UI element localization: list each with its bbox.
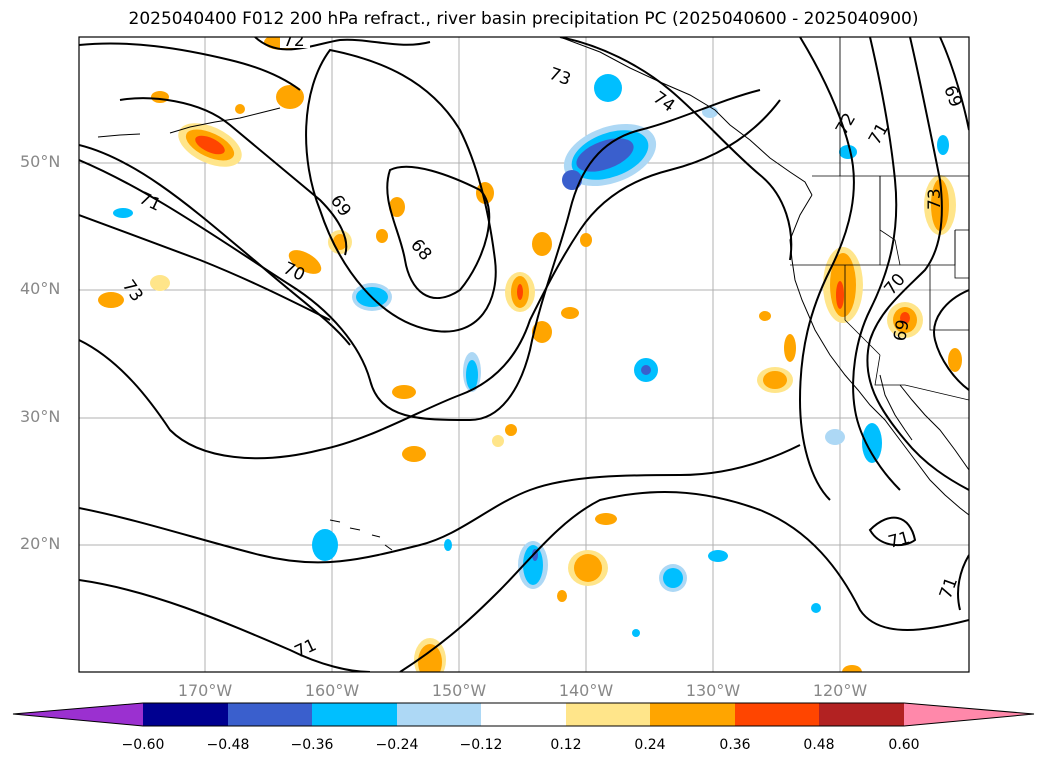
colorbar-tick: −0.60 bbox=[121, 737, 165, 753]
colorbar-tick: 0.36 bbox=[719, 737, 751, 753]
contour-label: 69 bbox=[890, 318, 913, 343]
colorbar-extend-right bbox=[904, 703, 1034, 726]
colorbar-tick: −0.12 bbox=[459, 737, 503, 753]
map-frame bbox=[78, 36, 970, 673]
colorbar-tick: 0.60 bbox=[888, 737, 920, 753]
negative-anomaly-patches bbox=[113, 74, 949, 637]
contour-label: 72 bbox=[283, 31, 305, 51]
lon-label: 160°W bbox=[304, 681, 360, 700]
colorbar-segment bbox=[228, 703, 312, 726]
coastlines bbox=[97, 37, 969, 551]
colorbar-segment bbox=[819, 703, 904, 726]
refractivity-contours bbox=[79, 37, 969, 672]
colorbar-tick: −0.36 bbox=[290, 737, 334, 753]
lat-label: 40°N bbox=[20, 279, 61, 298]
colorbar-tick: −0.48 bbox=[206, 737, 250, 753]
colorbar-tick: 0.48 bbox=[803, 737, 835, 753]
lon-label: 140°W bbox=[558, 681, 614, 700]
lat-label: 20°N bbox=[20, 534, 61, 553]
lon-label: 120°W bbox=[812, 681, 868, 700]
colorbar-segment bbox=[566, 703, 650, 726]
lon-label: 130°W bbox=[685, 681, 741, 700]
colorbar-tick: 0.24 bbox=[634, 737, 666, 753]
lat-label: 30°N bbox=[20, 407, 61, 426]
colorbar-segment bbox=[481, 703, 566, 726]
contour-label: 73 bbox=[925, 188, 945, 210]
map-title: 2025040400 F012 200 hPa refract., river … bbox=[128, 9, 919, 29]
colorbar-tick: 0.12 bbox=[550, 737, 582, 753]
colorbar-extend-left bbox=[13, 703, 143, 726]
colorbar-segment bbox=[312, 703, 397, 726]
borders bbox=[790, 37, 969, 401]
lat-label: 50°N bbox=[20, 152, 61, 171]
colorbar-segment bbox=[143, 703, 228, 726]
colorbar-tick: −0.24 bbox=[375, 737, 419, 753]
lon-label: 150°W bbox=[431, 681, 487, 700]
lon-label: 170°W bbox=[177, 681, 233, 700]
colorbar-segment bbox=[735, 703, 819, 726]
colorbar bbox=[12, 702, 1035, 727]
colorbar-segment bbox=[650, 703, 735, 726]
colorbar-segment bbox=[397, 703, 481, 726]
